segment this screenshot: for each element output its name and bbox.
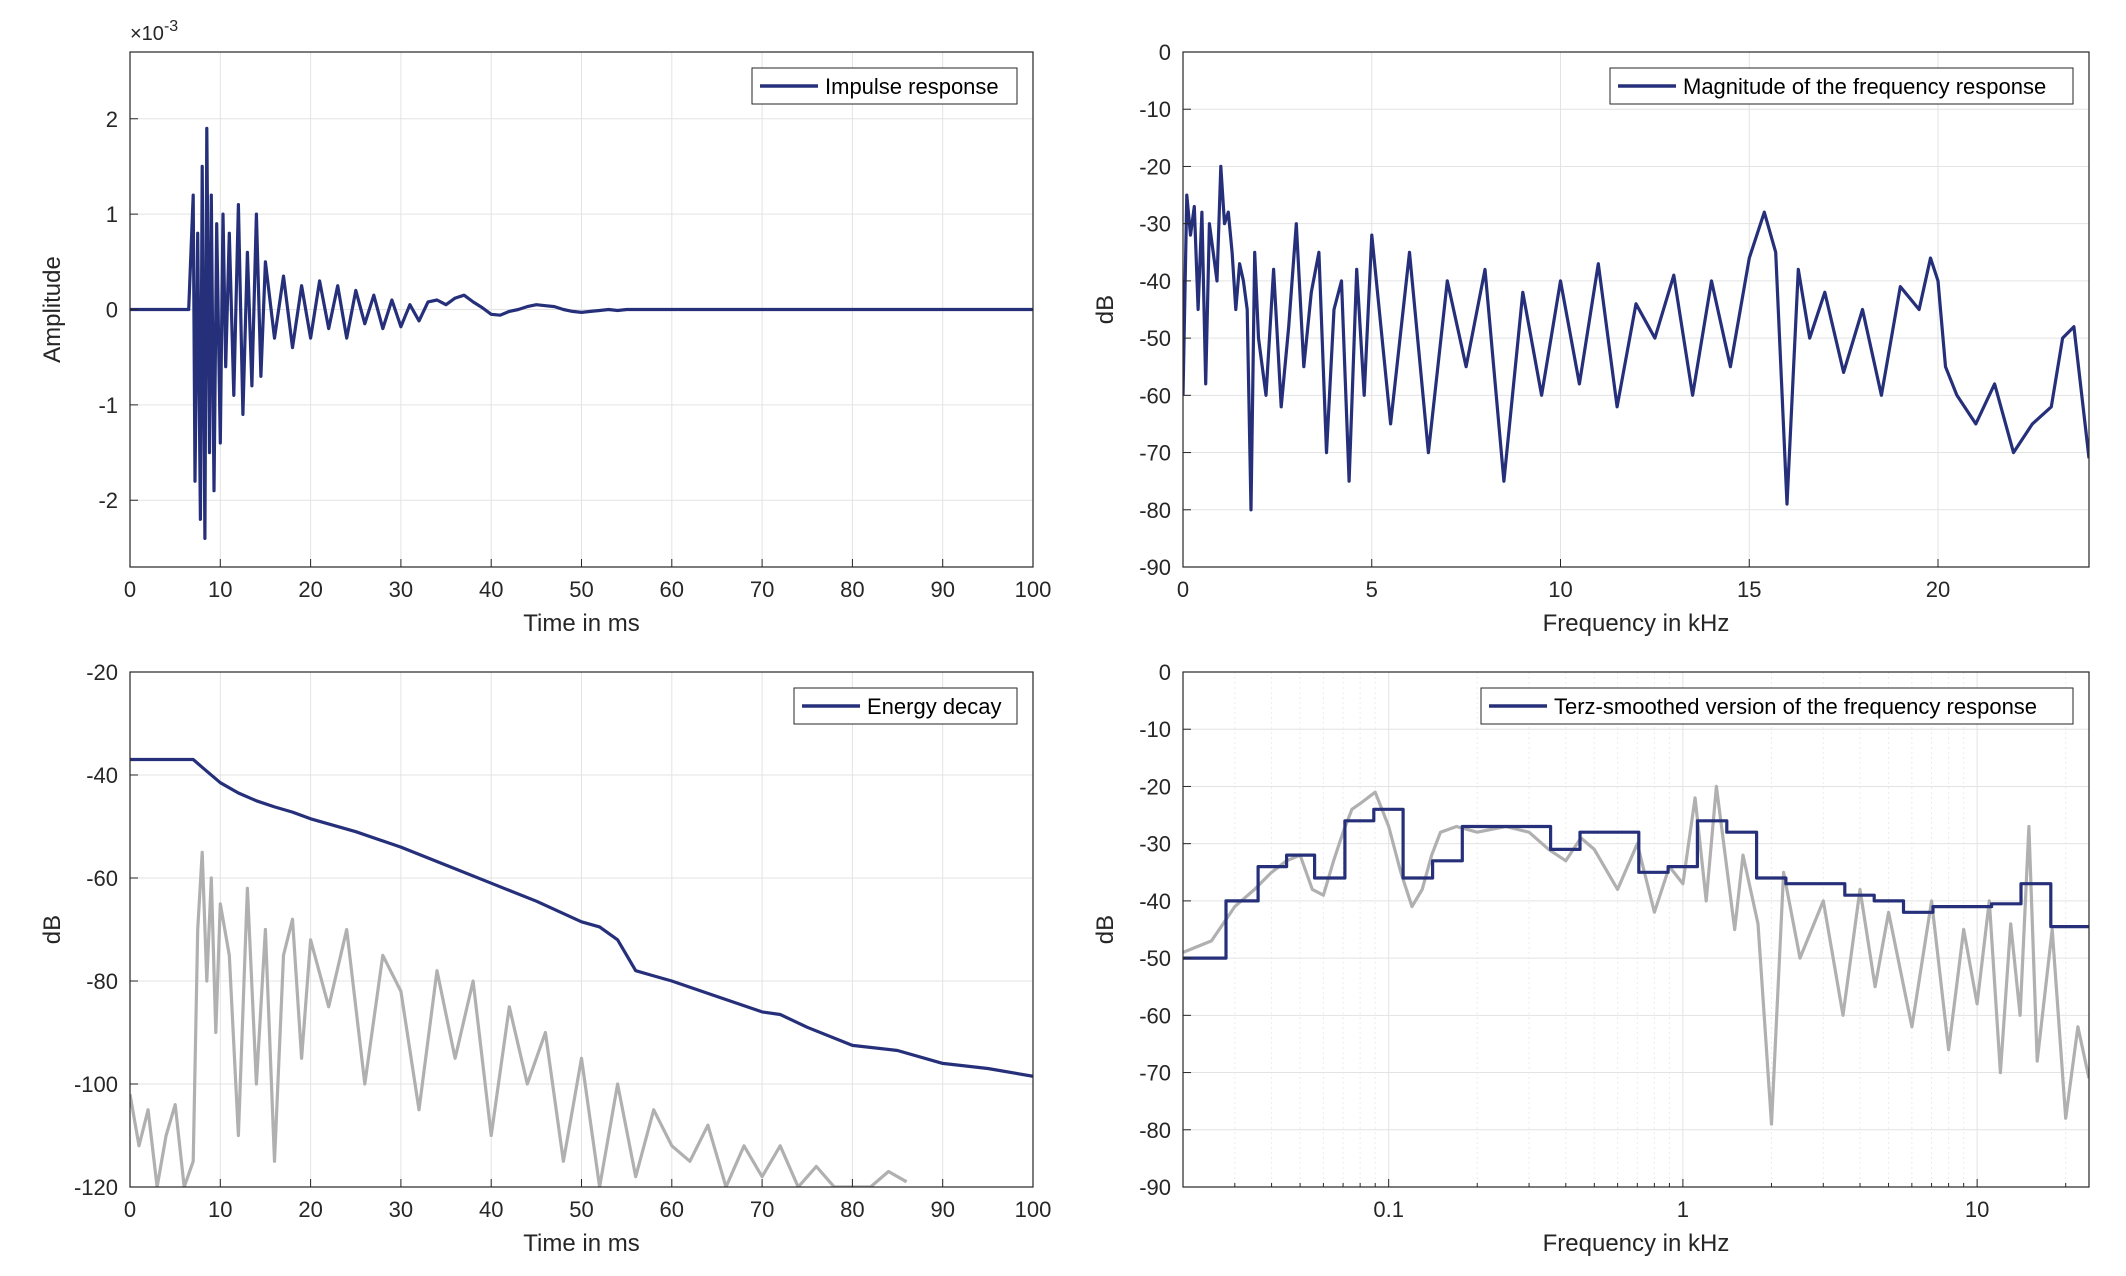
x-tick-label: 20	[298, 577, 322, 602]
x-tick-label: 100	[1015, 577, 1052, 602]
y-tick-label: 1	[106, 202, 118, 227]
y-tick-label: -120	[74, 1175, 118, 1200]
y-tick-label: 2	[106, 107, 118, 132]
x-axis-label: Time in ms	[523, 610, 639, 637]
y-tick-label: -50	[1139, 946, 1171, 971]
x-tick-label: 0	[124, 577, 136, 602]
chart-terz: 0.1 1 10 -90 -80 -70 -60 -50 -40 -30 -20 -10 0 Freque…	[1092, 660, 2090, 1257]
series-line-terz	[1183, 807, 2089, 960]
y-tick-label: -20	[86, 660, 118, 685]
x-tick-label: 50	[569, 1197, 593, 1222]
chart-magnitude: 0 5 10 15 20 -90 -80 -70 -60 -50 -40 -30 -20 -10 0 Freq…	[1092, 40, 2090, 637]
x-tick-label: 70	[750, 577, 774, 602]
y-axis-label: dB	[1092, 295, 1119, 324]
y-tick-label: -80	[86, 969, 118, 994]
y-tick-label: -20	[1139, 774, 1171, 799]
legend-label: Energy decay	[867, 694, 1002, 719]
y-tick-label: -10	[1139, 717, 1171, 742]
series-line-energy	[130, 757, 1033, 1078]
x-tick-label: 80	[840, 577, 864, 602]
x-tick-label: 50	[569, 577, 593, 602]
x-tick-label: 20	[298, 1197, 322, 1222]
legend-label: Magnitude of the frequency response	[1683, 74, 2046, 99]
y-tick-label: -10	[1139, 97, 1171, 122]
x-axis-label: Frequency in kHz	[1543, 610, 1730, 637]
y-tick-label: -60	[1139, 1003, 1171, 1028]
chart-energy: 0 10 20 30 40 50 60 70 80 90 100 -120 -100 -80 -60 -40 -…	[39, 660, 1051, 1257]
y-tick-label: -90	[1139, 1175, 1171, 1200]
x-axis-label: Time in ms	[523, 1230, 639, 1257]
legend-box	[1480, 687, 2074, 725]
legend: Impulse response	[751, 67, 1018, 105]
y-tick-label: -80	[1139, 1118, 1171, 1143]
axis-exponent-base: ×10	[130, 23, 164, 45]
legend: Energy decay	[793, 687, 1018, 725]
y-tick-label: -40	[1139, 269, 1171, 294]
x-tick-label: 10	[208, 1197, 232, 1222]
legend-label: Terz-smoothed version of the frequency r…	[1554, 694, 2037, 719]
x-tick-label: 60	[660, 1197, 684, 1222]
x-tick-label: 70	[750, 1197, 774, 1222]
y-tick-label: -80	[1139, 498, 1171, 523]
x-axis-label: Frequency in kHz	[1543, 1230, 1730, 1257]
y-tick-label: -90	[1139, 555, 1171, 580]
x-tick-label: 10	[1548, 577, 1572, 602]
legend-box	[1609, 67, 2074, 105]
plot-area	[1183, 672, 2089, 1187]
y-tick-label: -1	[98, 393, 118, 418]
axes-box	[1182, 51, 2090, 568]
x-tick-label: 1	[1677, 1197, 1689, 1222]
axis-exponent: ×10-3	[130, 18, 178, 45]
x-tick-label: 20	[1926, 577, 1950, 602]
series-line-energy-grey	[130, 850, 908, 1187]
y-tick-label: -40	[86, 763, 118, 788]
x-tick-label: 30	[389, 1197, 413, 1222]
x-tick-label: 100	[1015, 1197, 1052, 1222]
x-tick-label: 10	[1965, 1197, 1989, 1222]
y-tick-label: 0	[1159, 660, 1171, 685]
x-tick-label: 30	[389, 577, 413, 602]
legend: Terz-smoothed version of the frequency r…	[1480, 687, 2074, 725]
x-tick-label: 0	[1177, 577, 1189, 602]
legend-label: Impulse response	[825, 74, 999, 99]
y-axis-label: Amplitude	[39, 256, 66, 363]
y-tick-label: -60	[1139, 383, 1171, 408]
y-tick-label: -40	[1139, 889, 1171, 914]
y-tick-label: -50	[1139, 326, 1171, 351]
y-tick-label: -2	[98, 488, 118, 513]
y-tick-label: -30	[1139, 832, 1171, 857]
x-tick-label: 15	[1737, 577, 1761, 602]
x-tick-label: 60	[660, 577, 684, 602]
y-tick-label: -100	[74, 1072, 118, 1097]
chart-impulse: 0 10 20 30 40 50 60 70 80 90 100 -2 -1 0 1 2 Time in ms A…	[39, 18, 1051, 637]
x-tick-label: 40	[479, 1197, 503, 1222]
y-tick-label: 0	[106, 298, 118, 323]
x-tick-label: 0	[124, 1197, 136, 1222]
y-tick-label: -30	[1139, 212, 1171, 237]
x-tick-label: 90	[930, 577, 954, 602]
legend: Magnitude of the frequency response	[1609, 67, 2074, 105]
series-line-magnitude	[1183, 164, 2089, 512]
axes-box	[1182, 671, 2090, 1188]
x-tick-label: 80	[840, 1197, 864, 1222]
y-axis-label: dB	[39, 915, 66, 944]
x-tick-label: 90	[930, 1197, 954, 1222]
y-tick-label: -20	[1139, 154, 1171, 179]
x-tick-label: 40	[479, 577, 503, 602]
y-tick-label: -70	[1139, 441, 1171, 466]
axis-exponent-power: -3	[164, 18, 178, 35]
y-tick-label: -70	[1139, 1061, 1171, 1086]
y-tick-label: 0	[1159, 40, 1171, 65]
x-tick-label: 10	[208, 577, 232, 602]
x-tick-label: 5	[1366, 577, 1378, 602]
x-tick-label: 0.1	[1373, 1197, 1404, 1222]
series-line-impulse	[130, 126, 1033, 541]
y-tick-label: -60	[86, 866, 118, 891]
y-axis-label: dB	[1092, 915, 1119, 944]
